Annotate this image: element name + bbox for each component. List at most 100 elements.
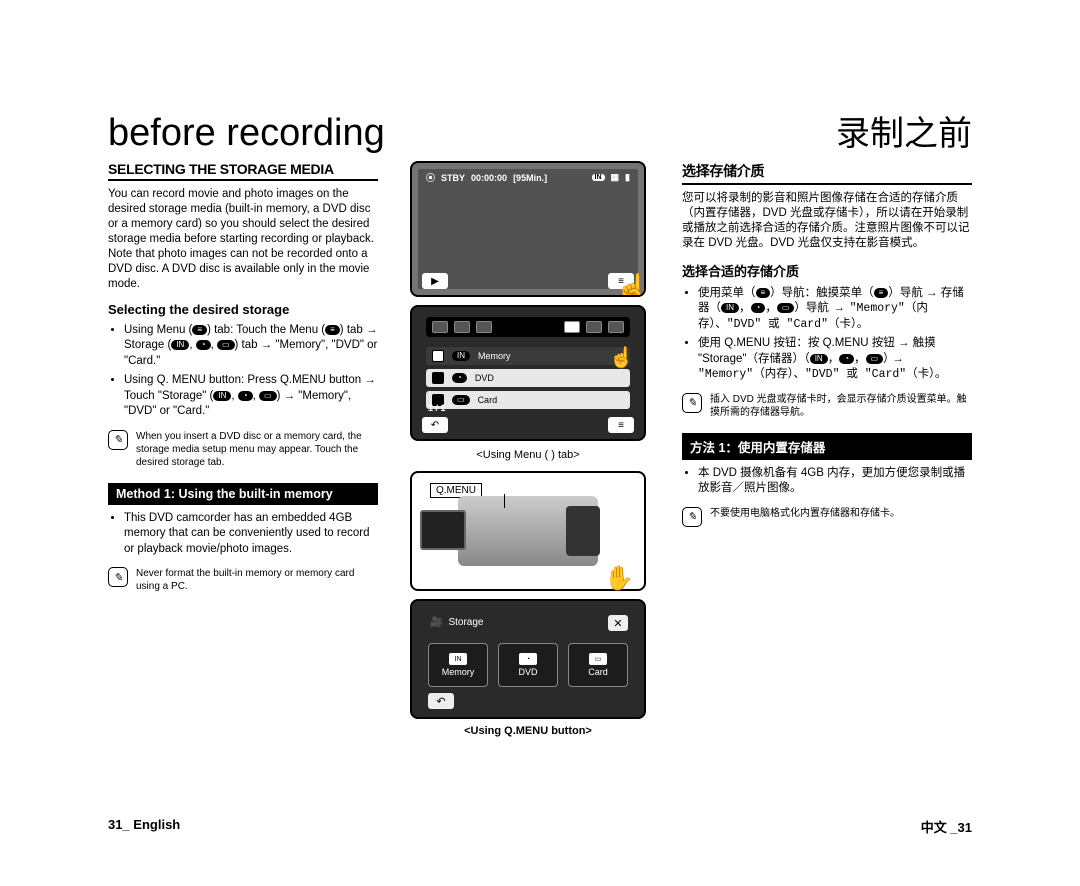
caption-menu-tab: <Using Menu ( ) tab> [388,449,668,461]
tab-icon[interactable] [432,321,448,333]
menu-icon: ≡ [325,325,340,335]
tab-disc-icon[interactable] [586,321,602,333]
menu-list: ✓ IN Memory ☝ ◔ DVD ▭ Card [426,347,630,409]
tab-icon[interactable] [476,321,492,333]
tab-icon[interactable] [454,321,470,333]
footer-chinese: 中文 _31 [921,817,972,836]
page-footer: 31_ English 中文 _31 [108,817,972,836]
title-row: before recording 录制之前 [108,106,972,155]
menu-icon: ≡ [192,325,207,335]
menu-row-card[interactable]: ▭ Card [426,391,630,409]
touch-hand-icon: ☝ [615,272,646,297]
touch-hand-icon: ☝ [609,345,634,375]
lcd-screen-storage: 🎥 Storage ✕ IN Memory ◔ DVD ▭ Card [410,599,646,719]
in-badge: IN [592,174,605,181]
page: before recording 录制之前 SELECTING THE STOR… [108,106,972,836]
menu-label: DVD [475,373,494,383]
bottom-icon-row: ▶ ≡ [422,273,634,289]
menu-row-dvd[interactable]: ◔ DVD [426,369,630,387]
play-icon[interactable]: ▶ [422,273,448,289]
in-icon: IN [810,354,828,364]
option-label: Memory [442,667,475,677]
disc-icon: ◔ [751,303,766,313]
subheading-storage: Selecting the desired storage [108,302,378,317]
close-icon[interactable]: ✕ [608,615,628,631]
list-item: This DVD camcorder has an embedded 4GB m… [124,511,378,558]
stby-label: STBY [441,173,465,183]
hand-icon: ✋ [604,564,634,593]
storage-label: Storage [448,617,483,628]
method-heading: Method 1: Using the built-in memory [108,483,378,505]
bullet-list: Using Menu (≡) tab: Touch the Menu (≡) t… [108,323,378,420]
subheading-storage-cn: 选择合适的存储介质 [682,261,972,280]
remain-label: [95Min.] [513,173,547,183]
lcd-screen-menu: ✓ IN Memory ☝ ◔ DVD ▭ Card [410,305,646,441]
disc-icon: ◔ [452,373,467,383]
option-dvd[interactable]: ◔ DVD [498,643,558,687]
intro-paragraph: You can record movie and photo images on… [108,187,378,292]
list-item: 本 DVD 摄像机备有 4GB 内存，更加方便您录制或播放影音／照片图像。 [698,466,972,497]
back-icon[interactable]: ↶ [422,417,448,433]
note-text: Never format the built-in memory or memo… [136,567,378,593]
in-icon: IN [171,340,189,350]
column-chinese: 选择存储介质 您可以将录制的影音和照片图像存储在合适的存储介质（内置存储器，DV… [668,161,972,801]
menu-label: Card [478,395,498,405]
option-label: Card [588,667,608,677]
lcd-screen-stby: ⦿ STBY 00:00:00 [95Min.] IN ▦ ▮ ▶ ≡ ☝ [410,161,646,297]
tab-in-icon[interactable] [564,321,580,333]
card-icon: ▭ [259,391,277,401]
column-english: SELECTING THE STORAGE MEDIA You can reco… [108,161,388,801]
pager-label: 1 / 1 [428,403,446,413]
section-heading-cn: 选择存储介质 [682,161,972,185]
section-heading: SELECTING THE STORAGE MEDIA [108,161,378,181]
storage-options: IN Memory ◔ DVD ▭ Card [428,643,628,687]
method-heading-cn: 方法 1：使用内置存储器 [682,433,972,460]
note-cn: ✎ 不要使用电脑格式化内置存储器和存储卡。 [682,507,972,527]
in-icon: IN [449,653,467,665]
disc-icon: ◔ [839,354,854,364]
card-icon: ▭ [777,303,795,313]
bullet-list: This DVD camcorder has an embedded 4GB m… [108,511,378,558]
back-icon[interactable]: ↶ [428,693,454,709]
note-cn: ✎ 插入 DVD 光盘或存储卡时，会显示存储介质设置菜单。触摸所需的存储器导航。 [682,393,972,419]
menu-icon: ≡ [756,288,771,298]
note: ✎ When you insert a DVD disc or a memory… [108,430,378,469]
list-item: 使用 Q.MENU 按钮：按 Q.MENU 按钮 → 触摸 "Storage"（… [698,336,972,383]
in-icon: IN [721,303,739,313]
menu-row-memory[interactable]: ✓ IN Memory ☝ [426,347,630,365]
note-icon: ✎ [108,567,128,587]
card-icon: ▭ [866,354,884,364]
note-icon: ✎ [682,393,702,413]
column-illustrations: ⦿ STBY 00:00:00 [95Min.] IN ▦ ▮ ▶ ≡ ☝ [388,161,668,801]
footer-english: 31_ English [108,817,180,836]
menu-icon[interactable]: ≡ [608,417,634,433]
bullet-list-cn: 本 DVD 摄像机备有 4GB 内存，更加方便您录制或播放影音／照片图像。 [682,466,972,497]
card-icon: ▭ [589,653,607,665]
disc-icon: ◔ [519,653,537,665]
tab-card-icon[interactable] [608,321,624,333]
menu-label: Memory [478,351,511,361]
time-label: 00:00:00 [471,173,507,183]
in-icon: IN [213,391,231,401]
bullet-list-cn: 使用菜单（≡）导航：触摸菜单（≡）导航 → 存储器（IN，◔，▭）导航 → "M… [682,286,972,383]
note-icon: ✎ [682,507,702,527]
stby-status-row: ⦿ STBY 00:00:00 [95Min.] IN ▦ ▮ [426,171,630,184]
camera-body [458,496,598,566]
storage-title: 🎥 Storage [430,617,483,628]
card-icon: ▭ [217,340,235,350]
list-item: Using Q. MENU button: Press Q.MENU butto… [124,373,378,420]
option-memory[interactable]: IN Memory [428,643,488,687]
in-icon: IN [452,351,470,361]
disc-icon: ◔ [238,391,253,401]
columns: SELECTING THE STORAGE MEDIA You can reco… [108,161,972,801]
title-chinese: 录制之前 [836,106,972,155]
list-item: 使用菜单（≡）导航：触摸菜单（≡）导航 → 存储器（IN，◔，▭）导航 → "M… [698,286,972,333]
caption-qmenu-button: <Using Q.MENU button> [388,725,668,737]
note-text-cn: 插入 DVD 光盘或存储卡时，会显示存储介质设置菜单。触摸所需的存储器导航。 [710,393,972,419]
menu-tab-bar [426,317,630,337]
card-icon: ▭ [452,395,470,405]
option-label: DVD [518,667,537,677]
note-text-cn: 不要使用电脑格式化内置存储器和存储卡。 [710,507,900,520]
option-card[interactable]: ▭ Card [568,643,628,687]
menu-icon: ≡ [874,288,889,298]
